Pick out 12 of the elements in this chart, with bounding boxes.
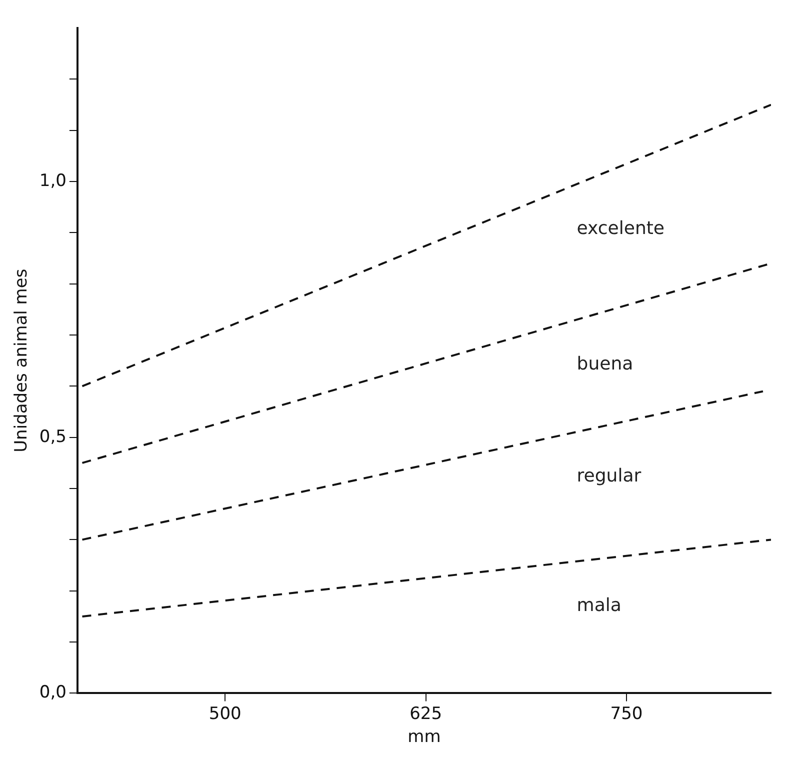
y-tick-label: 1,0 xyxy=(39,170,66,191)
x-tick-label: 500 xyxy=(208,704,242,724)
y-tick-label: 0,0 xyxy=(39,682,66,703)
series-label: regular xyxy=(576,466,642,487)
x-tick-label: 625 xyxy=(410,704,442,724)
x-axis-title: mm xyxy=(408,727,441,748)
series-label: excelente xyxy=(576,218,664,239)
series-label: buena xyxy=(576,353,634,374)
y-axis-title: Unidades animal mes xyxy=(12,268,32,452)
y-tick-label: 0,5 xyxy=(39,426,66,447)
x-tick-label: 750 xyxy=(610,704,643,724)
series-label: mala xyxy=(576,595,622,616)
